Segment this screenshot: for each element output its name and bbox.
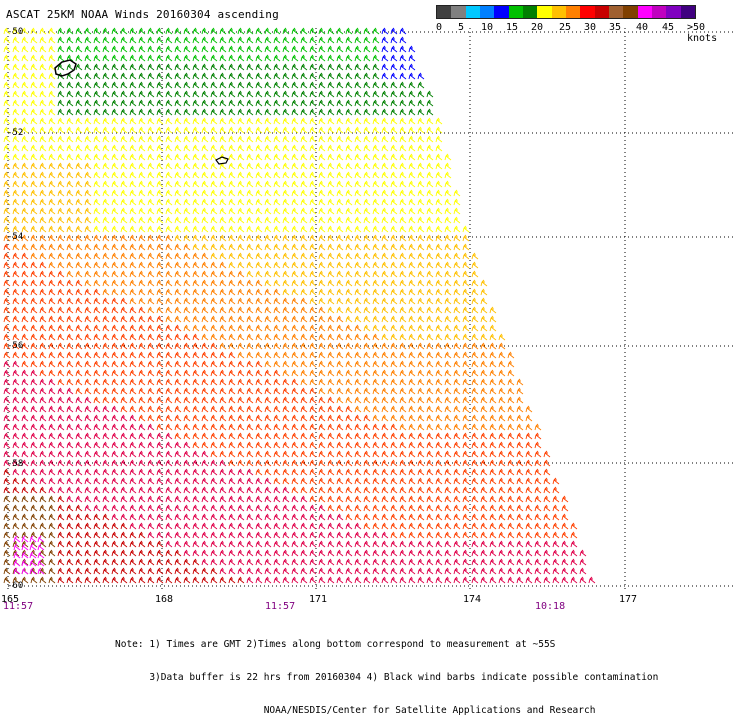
wind-barb-group (57, 63, 434, 116)
time-label: 11:57 (265, 601, 296, 612)
colorbar-segment (580, 6, 595, 18)
note-line: Note: 1) Times are GMT 2)Times along bot… (115, 639, 556, 650)
colorbar-label: 40 (636, 22, 649, 33)
colorbar-segment (594, 6, 609, 18)
wind-barbs (3, 27, 596, 584)
colorbar-segment (522, 6, 538, 18)
lat-label: -54 (7, 232, 24, 242)
colorbar-segment (508, 6, 523, 18)
lon-label: 168 (155, 594, 174, 605)
colorbar-segment (451, 6, 466, 18)
colorbar-label: 5 (458, 22, 465, 33)
lat-label: -50 (7, 27, 24, 37)
colorbar-label: 20 (531, 22, 544, 33)
colorbar-segment (494, 6, 509, 18)
colorbar-segment (623, 6, 638, 18)
map-title: ASCAT 25KM NOAA Winds 20160304 ascending (6, 8, 279, 21)
wind-barb-group (3, 468, 245, 584)
lat-label: -56 (7, 341, 24, 351)
islands (54, 59, 229, 165)
lon-label: 177 (619, 594, 638, 605)
wind-barb-group (13, 535, 45, 575)
colorbar-segment (551, 6, 566, 18)
wind-barb-group (3, 243, 578, 539)
note-line: 3)Data buffer is 22 hrs from 20160304 4)… (115, 672, 659, 683)
colorbar-label: 15 (506, 22, 519, 33)
colorbar-label: 25 (559, 22, 572, 33)
lat-label: -60 (7, 581, 24, 591)
lat-label: -52 (7, 128, 24, 138)
colorbar-label: 10 (481, 22, 494, 33)
colorbar-label: >50 knots (687, 22, 718, 44)
time-label: 10:18 (535, 601, 566, 612)
colorbar-label: 0 (436, 22, 443, 33)
wind-speed-colorbar (436, 5, 696, 19)
lon-label: 165 (1, 594, 20, 605)
note-line: NOAA/NESDIS/Center for Satellite Applica… (115, 705, 596, 716)
lon-label: 171 (309, 594, 328, 605)
island-campbell (54, 59, 77, 77)
colorbar-segment (537, 6, 552, 18)
colorbar-label: 35 (609, 22, 622, 33)
footnotes: Note: 1) Times are GMT 2)Times along bot… (115, 617, 658, 727)
colorbar-segment (465, 6, 480, 18)
lat-label: -58 (7, 459, 24, 469)
wind-barb-group (3, 234, 542, 431)
time-label: 11:57 (3, 601, 34, 612)
colorbar-segment (637, 6, 652, 18)
colorbar-segment (651, 6, 667, 18)
map-grid (7, 28, 735, 590)
colorbar-segment (608, 6, 624, 18)
colorbar-label: 30 (584, 22, 597, 33)
colorbar-segment (565, 6, 581, 18)
colorbar-segment (437, 6, 452, 18)
wind-barb-group (57, 27, 380, 62)
lon-label: 174 (463, 594, 482, 605)
colorbar-label: 45 (662, 22, 675, 33)
colorbar-segment (479, 6, 495, 18)
island-small (215, 156, 229, 165)
colorbar-segment (666, 6, 681, 18)
wind-barb-group (3, 162, 506, 341)
wind-barb-group (3, 495, 56, 584)
wind-barb-group (381, 27, 425, 80)
colorbar-segment (680, 6, 695, 18)
wind-barb-group (3, 360, 596, 584)
wind-map (3, 27, 735, 590)
wind-barb-group (3, 27, 470, 233)
